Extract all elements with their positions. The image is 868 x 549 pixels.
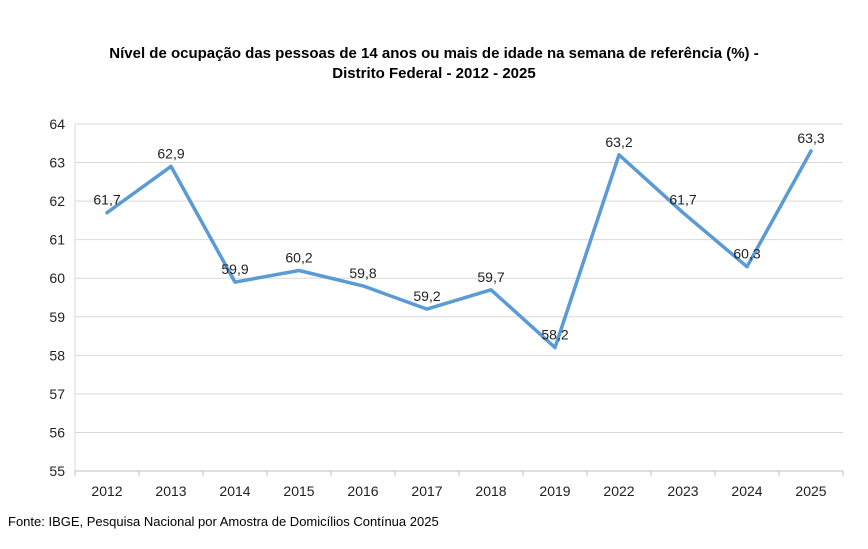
axes: 55 56 57 58 59 60 61 62 63 64 2012 2013 2014 2015 2016… <box>49 116 844 499</box>
data-label: 63,2 <box>605 134 632 150</box>
x-tick-label: 2017 <box>411 483 442 499</box>
x-tick-label: 2025 <box>795 483 826 499</box>
data-label: 60,3 <box>733 246 760 262</box>
x-tick-label: 2019 <box>539 483 570 499</box>
x-tick-label: 2018 <box>475 483 506 499</box>
data-point <box>745 265 749 269</box>
chart-title: Nível de ocupação das pessoas de 14 anos… <box>0 44 868 84</box>
source-note: Fonte: IBGE, Pesquisa Nacional por Amost… <box>8 514 439 529</box>
x-tick-label: 2012 <box>91 483 122 499</box>
x-tick-label: 2014 <box>219 483 250 499</box>
data-label: 59,7 <box>477 269 504 285</box>
data-label: 60,2 <box>285 250 312 266</box>
y-tick-label: 55 <box>49 463 65 479</box>
data-label: 59,2 <box>413 288 440 304</box>
data-point <box>425 307 429 311</box>
data-point <box>489 288 493 292</box>
data-labels: 61,7 62,9 59,9 60,2 59,8 59,2 59,7 58,2 63,2 61,7… <box>93 130 824 343</box>
data-point <box>617 153 621 157</box>
chart-title-line-1: Nível de ocupação das pessoas de 14 anos… <box>109 45 759 62</box>
data-point <box>361 284 365 288</box>
x-tick-label: 2024 <box>731 483 762 499</box>
data-point <box>809 149 813 153</box>
x-tick-label: 2022 <box>603 483 634 499</box>
y-tick-label: 57 <box>49 386 65 402</box>
data-label: 59,9 <box>221 261 248 277</box>
data-label: 62,9 <box>157 145 184 161</box>
y-tick-label: 58 <box>49 347 65 363</box>
grid-lines <box>75 123 843 472</box>
y-tick-label: 64 <box>49 116 65 132</box>
x-tick-label: 2023 <box>667 483 698 499</box>
y-tick-label: 59 <box>49 309 65 325</box>
y-tick-label: 56 <box>49 424 65 440</box>
y-tick-label: 63 <box>49 155 65 171</box>
x-tick-label: 2016 <box>347 483 378 499</box>
data-point <box>297 269 301 273</box>
data-point <box>553 346 557 350</box>
data-label: 61,7 <box>669 192 696 208</box>
series-line <box>105 149 813 350</box>
x-tick-label: 2013 <box>155 483 186 499</box>
y-tick-label: 60 <box>49 270 65 286</box>
data-point <box>233 280 237 284</box>
x-tick-label: 2015 <box>283 483 314 499</box>
chart-title-line-2: Distrito Federal - 2012 - 2025 <box>332 65 536 82</box>
data-point <box>105 211 109 215</box>
y-tick-label: 61 <box>49 232 65 248</box>
data-label: 61,7 <box>93 192 120 208</box>
series-layer <box>105 149 813 350</box>
data-point <box>681 211 685 215</box>
data-point <box>169 164 173 168</box>
data-label: 59,8 <box>349 265 376 281</box>
data-label: 63,3 <box>797 130 824 146</box>
data-label: 58,2 <box>541 327 568 343</box>
y-tick-label: 62 <box>49 193 65 209</box>
